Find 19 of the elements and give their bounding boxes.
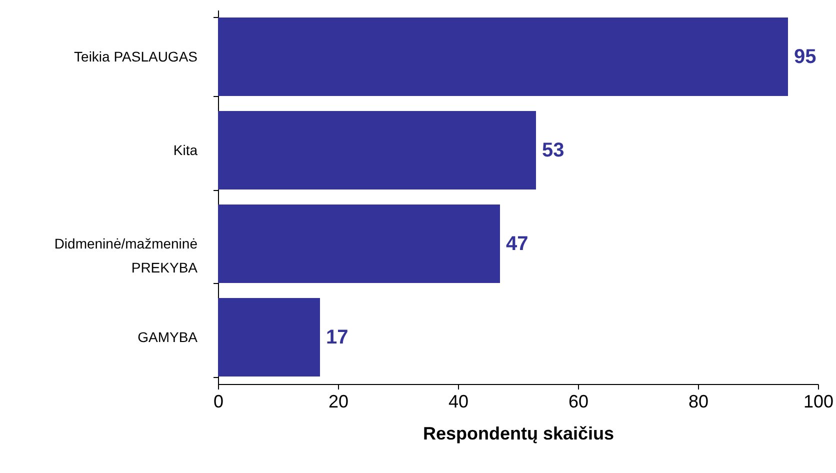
- bar: [218, 298, 320, 377]
- y-tick-label: Didmeninė/mažmeninė PREKYBA: [54, 235, 198, 276]
- bar: [218, 110, 536, 190]
- x-tick-label: 100: [803, 392, 834, 412]
- data-label: 95: [794, 46, 816, 68]
- x-tick-label: 40: [448, 392, 469, 412]
- x-tick-label: 0: [213, 392, 224, 412]
- y-tick-label: Teikia PASLAUGAS: [74, 48, 198, 64]
- x-axis-title: Respondentų skaičius: [422, 424, 614, 444]
- bar: [218, 17, 788, 96]
- y-tick-label: Kita: [173, 142, 198, 158]
- data-label: 47: [506, 232, 528, 255]
- x-tick-label: 20: [328, 392, 349, 412]
- data-label: 53: [542, 139, 564, 162]
- x-tick-label: 80: [688, 392, 709, 412]
- bar: [218, 204, 500, 284]
- y-tick-label: GAMYBA: [138, 328, 198, 345]
- data-label: 17: [326, 326, 348, 348]
- x-tick-label: 60: [568, 392, 589, 412]
